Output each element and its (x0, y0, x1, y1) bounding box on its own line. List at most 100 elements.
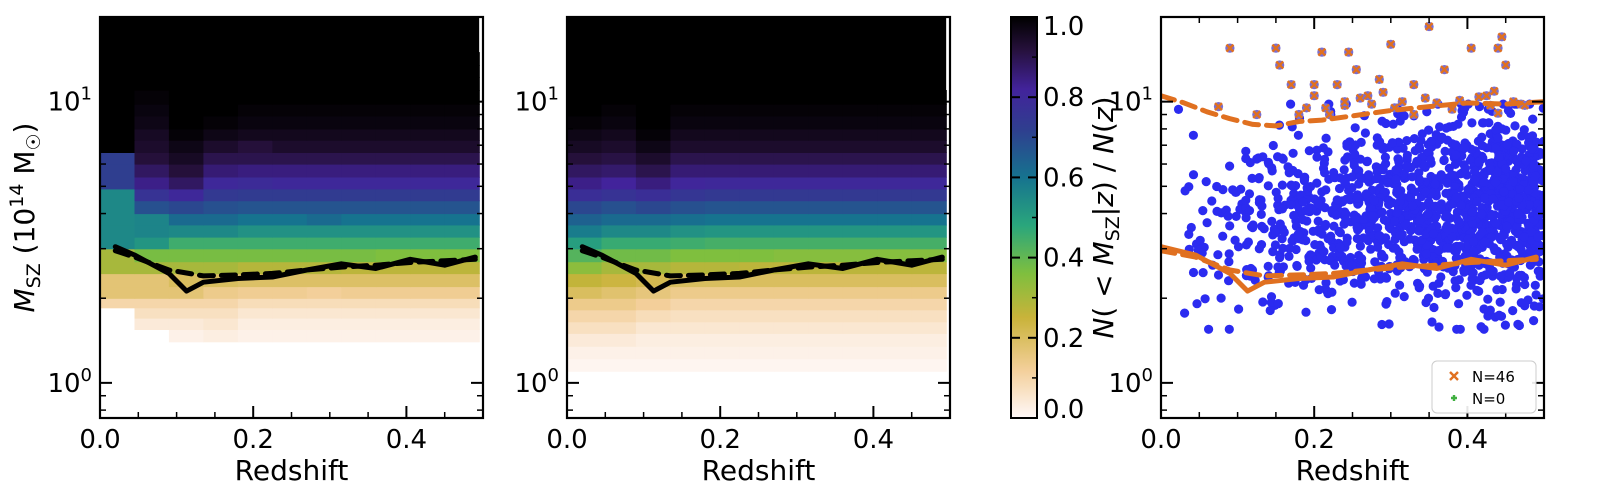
heatmap-cell (704, 333, 740, 347)
scatter-point (1224, 324, 1234, 334)
scatter-point (1490, 177, 1501, 188)
scatter-point (1225, 221, 1235, 231)
scatter-point (1263, 261, 1273, 271)
scatter-point (1390, 216, 1400, 226)
scatter-point (1268, 140, 1278, 151)
scatter-point (1329, 221, 1339, 231)
heatmap-cell (877, 104, 913, 117)
heatmap-cell (739, 298, 775, 311)
heatmap-cell (567, 152, 603, 165)
heatmap-cell (601, 164, 637, 178)
scatter-point (1498, 231, 1508, 241)
scatter-point (1442, 243, 1452, 253)
heatmap-cell (100, 200, 136, 215)
scatter-point (1341, 215, 1351, 225)
scatter-point (1349, 278, 1359, 288)
heatmap-cell (237, 286, 273, 299)
heatmap-cell (773, 248, 809, 263)
flagged-point-x-marker (1309, 91, 1319, 101)
heatmap-cell (341, 307, 377, 319)
heatmap-cell (306, 318, 342, 330)
heatmap-cell (704, 140, 740, 153)
scatter-point (1439, 155, 1449, 166)
flagged-point-x-marker (1340, 97, 1350, 107)
heatmap-cell (842, 176, 878, 190)
heatmap-cell (444, 298, 480, 309)
scatter-point (1513, 242, 1523, 252)
heatmap-cell (272, 77, 308, 91)
heatmap-cell (601, 358, 637, 372)
scatter-point (1510, 121, 1520, 131)
heatmap-cell (877, 164, 913, 178)
heatmap-cell (773, 321, 809, 334)
heatmap-cell (704, 200, 740, 215)
x-tick-label: 0.4 (1447, 425, 1488, 455)
y-tick-label: 100 (47, 365, 92, 399)
scatter-point (1352, 222, 1362, 232)
y-tick-label: 101 (514, 84, 559, 118)
heatmap-cell (237, 104, 273, 117)
scatter-point (1437, 132, 1447, 142)
heatmap-cell (410, 104, 446, 117)
flagged-point-x-marker (1332, 80, 1342, 89)
heatmap-cell (567, 237, 603, 250)
heatmap-cell (168, 77, 204, 91)
heatmap-cell (601, 200, 637, 215)
heatmap-cell (375, 140, 411, 153)
heatmap-cell (375, 224, 411, 238)
scatter-point (1421, 297, 1431, 308)
heatmap-cell (410, 176, 446, 190)
heatmap-cell (601, 237, 637, 250)
scatter-point (1523, 185, 1534, 195)
scatter-point (1354, 179, 1364, 189)
scatter-point (1278, 243, 1288, 253)
heatmap-cell (237, 318, 273, 330)
scatter-point (1361, 189, 1371, 199)
heatmap-cell (134, 176, 170, 190)
scatter-point (1472, 285, 1482, 295)
heatmap-cell (168, 128, 204, 141)
heatmap-cell (808, 152, 844, 165)
heatmap-cell (237, 90, 273, 105)
scatter-point (1364, 177, 1374, 187)
flagged-point-x-marker (1225, 43, 1235, 53)
flagged-point-x-marker (1317, 47, 1327, 57)
x-tick-label: 0.0 (1140, 425, 1181, 455)
heatmap-cell (877, 176, 913, 190)
heatmap-cell (203, 329, 239, 343)
heatmap-cell (134, 140, 170, 153)
heatmap-cell (444, 188, 480, 202)
scatter-point (1310, 240, 1320, 250)
heatmap-cell (842, 164, 878, 178)
flagged-point-x-marker (1493, 43, 1503, 53)
scatter-point (1381, 118, 1391, 129)
scatter-point (1288, 148, 1298, 158)
scatter-point (1434, 322, 1444, 332)
scatter-point (1425, 155, 1435, 165)
heatmap-cell (567, 346, 603, 360)
scatter-point (1519, 125, 1529, 135)
scatter-point (1402, 136, 1412, 146)
heatmap-cell (635, 128, 671, 141)
heatmap-cell (272, 213, 308, 226)
heatmap-cell (704, 90, 740, 105)
heatmap-cell (773, 188, 809, 202)
heatmap-cell (341, 188, 377, 202)
heatmap-cell (911, 358, 947, 372)
heatmap-cell (237, 152, 273, 165)
scatter-point (1375, 137, 1385, 147)
scatter-point (1312, 152, 1322, 162)
scatter-point (1312, 178, 1322, 188)
heatmap-cell (670, 90, 706, 105)
scatter-point (1436, 272, 1446, 282)
y-axis-label: MSZ (1014 M☉) (6, 123, 45, 313)
heatmap-cell (168, 329, 204, 343)
heatmap-cell (168, 104, 204, 117)
scatter-point (1383, 178, 1393, 188)
heatmap-cell (375, 248, 411, 263)
scatter-point (1275, 219, 1285, 229)
scatter-point (1360, 128, 1370, 138)
flagged-point-x-marker (1294, 110, 1304, 119)
flagged-point-x-marker (1497, 32, 1507, 42)
heatmap-cell (808, 140, 844, 153)
